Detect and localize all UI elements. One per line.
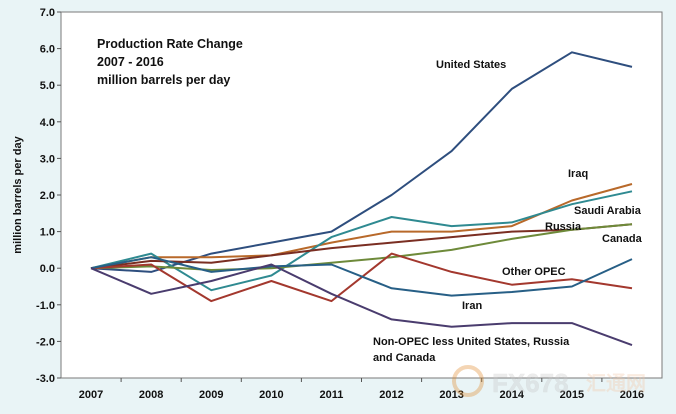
y-tick-label: -3.0: [36, 373, 55, 385]
series-label: Saudi Arabia: [574, 205, 642, 217]
watermark-suffix: 汇通网: [586, 372, 646, 395]
series-label: Canada: [602, 233, 643, 245]
series-line-non-opec-less-united-states-russia-and-canada: [90, 263, 633, 347]
x-tick-label: 2008: [139, 389, 163, 401]
series-line-russia: [90, 223, 633, 270]
y-tick-label: 7.0: [40, 7, 55, 19]
y-tick-label: 0.0: [40, 263, 55, 275]
x-tick-label: 2010: [259, 389, 283, 401]
series-label: Non-OPEC less United States, Russia: [373, 336, 570, 348]
series-label: Iraq: [568, 168, 588, 180]
series-lines: [90, 51, 633, 347]
watermark-brand: FX678: [492, 368, 569, 398]
series-label: Other OPEC: [502, 266, 566, 278]
series-label: and Canada: [373, 352, 436, 364]
chart-title-line: Production Rate Change: [97, 37, 243, 51]
chart-title-line: million barrels per day: [97, 73, 230, 87]
x-tick-label: 2007: [79, 389, 103, 401]
y-tick-label: 3.0: [40, 153, 55, 165]
plot-area: [60, 11, 663, 379]
y-tick-label: 2.0: [40, 190, 55, 202]
series-line-canada: [90, 223, 633, 271]
series-line-saudi-arabia: [90, 190, 633, 292]
x-axis-ticks: 2007 2008 2009 2010 2011 2012 2013 2014 2015 2016: [79, 378, 644, 401]
x-tick-label: 2011: [320, 389, 344, 401]
x-tick-label: 2016: [620, 389, 644, 401]
series-label: Iran: [462, 300, 482, 312]
y-tick-label: -2.0: [36, 336, 55, 348]
x-tick-label: 2013: [439, 389, 463, 401]
y-axis-ticks: 7.0 6.0 5.0 4.0 3.0 2.0 1.0 0.0 -1.0 -2.0 -3.0: [36, 7, 61, 385]
series-labels: United States Iraq Saudi Arabia Russia Canad…: [373, 59, 643, 364]
x-tick-label: 2014: [500, 389, 525, 401]
series-label: Russia: [545, 221, 582, 233]
x-tick-label: 2009: [199, 389, 223, 401]
chart-title-line: 2007 - 2016: [97, 55, 164, 69]
y-tick-label: 5.0: [40, 80, 55, 92]
x-tick-label: 2015: [560, 389, 584, 401]
y-tick-label: 4.0: [40, 117, 55, 129]
y-tick-label: 1.0: [40, 227, 55, 239]
watermark-logo-icon: [452, 365, 484, 397]
watermark: FX678 汇通网: [452, 365, 646, 398]
series-line-iran: [90, 256, 633, 297]
x-tick-label: 2012: [379, 389, 403, 401]
y-axis-label: million barrels per day: [12, 135, 24, 253]
y-tick-label: -1.0: [36, 300, 55, 312]
y-tick-label: 6.0: [40, 44, 55, 56]
chart-title: Production Rate Change 2007 - 2016 million…: [97, 37, 243, 87]
series-label: United States: [436, 59, 506, 71]
